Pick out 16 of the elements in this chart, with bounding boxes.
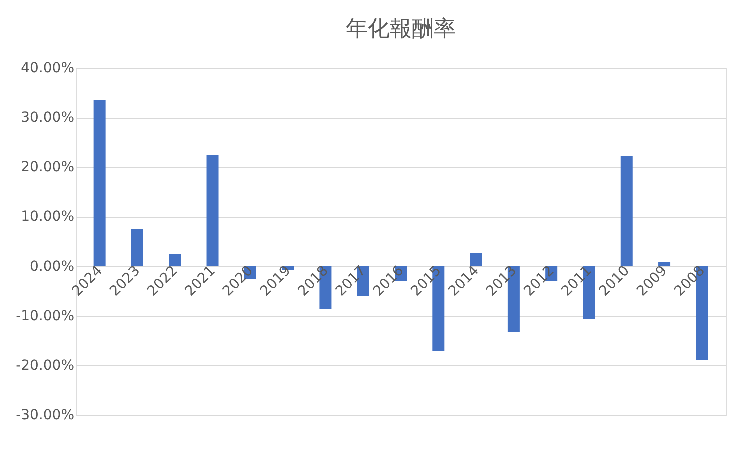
y-tick-label: 20.00% — [21, 160, 74, 176]
bar — [94, 100, 106, 266]
bar — [131, 229, 144, 266]
chart-title: 年化報酬率 — [346, 17, 456, 42]
y-tick-label: -10.00% — [16, 308, 74, 324]
bar — [470, 253, 482, 266]
y-tick-label: 30.00% — [21, 110, 74, 126]
y-tick-label: -30.00% — [16, 408, 74, 424]
bar — [658, 262, 671, 266]
y-tick-label: 10.00% — [21, 209, 74, 226]
bar — [620, 156, 633, 266]
y-tick-label: 0.00% — [30, 258, 74, 275]
bar — [206, 155, 219, 266]
y-tick-label: -20.00% — [16, 358, 74, 374]
bar — [169, 254, 182, 266]
y-tick-label: 40.00% — [21, 60, 74, 76]
